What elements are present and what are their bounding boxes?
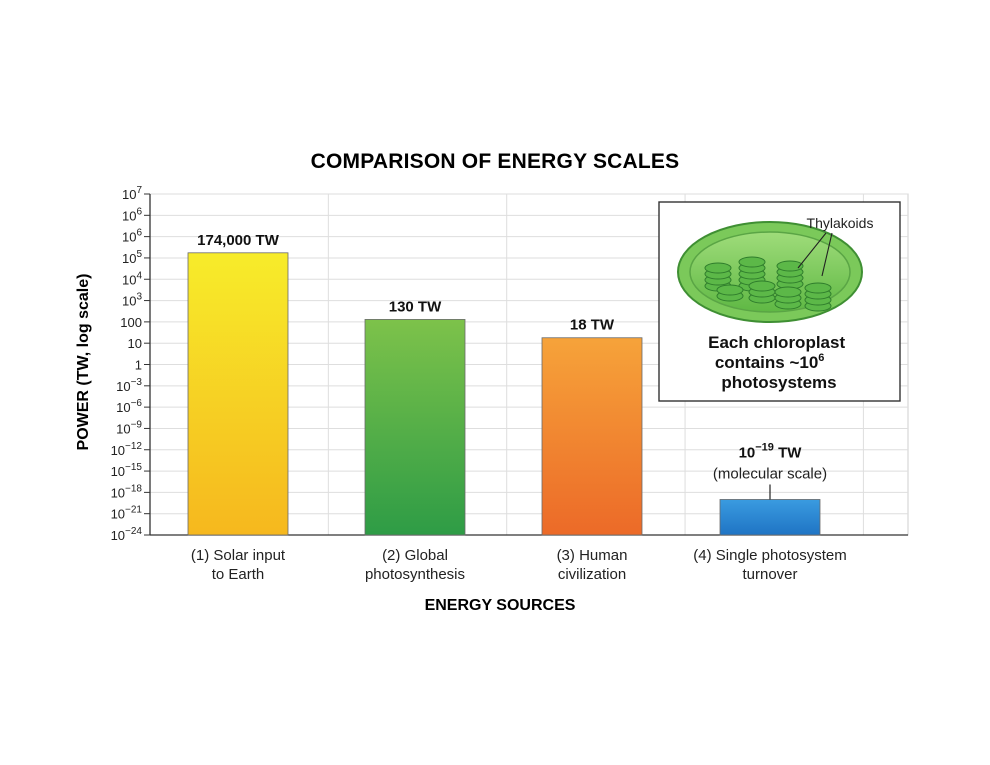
x-axis-title: ENERGY SOURCES [425, 597, 576, 614]
y-tick-label: 10−21 [111, 505, 143, 522]
thylakoid-disc [738, 256, 766, 268]
data-label-3: 18 TW [570, 317, 615, 334]
y-tick-label: 10 [128, 336, 142, 351]
thylakoid-disc [804, 282, 832, 294]
y-tick-label: 103 [122, 292, 142, 309]
y-tick-label: 105 [122, 249, 142, 266]
y-tick-label: 10−6 [116, 398, 142, 415]
thylakoids-pointer [821, 232, 833, 277]
thylakoid-disc [774, 286, 802, 298]
bar-1 [187, 252, 289, 536]
chloroplast-inset: Thylakoids Each chloroplast contains ~10… [658, 201, 901, 402]
x-category-label-4: (4) Single photosystem turnover [693, 547, 846, 583]
y-tick-label: 10−12 [111, 441, 143, 458]
thylakoids-label: Thylakoids [807, 215, 874, 231]
inset-caption: Each chloroplast contains ~106 photosyst… [708, 333, 850, 392]
y-tick-label: 106 [122, 228, 142, 245]
bar-2 [364, 319, 466, 536]
y-tick-label: 10−24 [111, 526, 143, 543]
thylakoid-disc [704, 262, 732, 274]
thylakoids-pointer [797, 232, 827, 269]
bar-3 [541, 337, 643, 536]
y-tick-label: 1 [135, 358, 142, 373]
y-tick-label: 10−18 [111, 483, 143, 500]
x-category-label-3: (3) Human civilization [557, 547, 628, 583]
data-sublabel-4: (molecular scale) [713, 465, 827, 482]
thylakoid-disc [748, 280, 776, 292]
y-tick-label: 10−3 [116, 377, 142, 394]
y-tick-label: 107 [122, 185, 142, 202]
chloroplast-illustration [677, 221, 863, 323]
data-label-1: 174,000 TW [197, 232, 280, 249]
y-tick-label: 104 [122, 270, 142, 287]
y-tick-label: 10−9 [116, 419, 142, 436]
thylakoid-disc [716, 284, 744, 296]
x-category-label-2: (2) Global photosynthesis [365, 547, 465, 583]
x-axis: (1) Solar input to Earth (2) Global photosy… [191, 547, 847, 583]
bars: 174,000 TW 130 TW 18 TW 10−19 TW (molecular … [187, 232, 827, 536]
y-tick-label: 106 [122, 206, 142, 223]
x-category-label-1: (1) Solar input to Earth [191, 547, 286, 583]
y-tick-label: 100 [120, 315, 142, 330]
data-label-2: 130 TW [389, 298, 442, 315]
bar-4 [719, 499, 821, 536]
y-tick-label: 10−15 [111, 462, 143, 479]
chart-title: COMPARISON OF ENERGY SCALES [311, 150, 680, 173]
data-label-4: 10−19 TW [739, 441, 803, 461]
thylakoid-disc [776, 260, 804, 272]
y-axis-title: POWER (TW, log scale) [75, 274, 92, 451]
